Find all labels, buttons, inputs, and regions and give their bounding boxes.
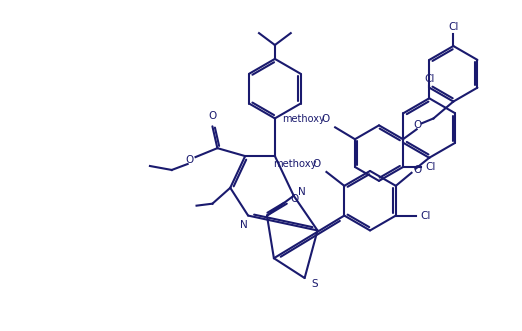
Text: O: O	[312, 159, 321, 169]
Text: O: O	[413, 120, 422, 130]
Text: S: S	[311, 279, 318, 289]
Text: Cl: Cl	[425, 162, 436, 172]
Text: O: O	[291, 194, 299, 204]
Text: N: N	[298, 187, 305, 197]
Text: Cl: Cl	[448, 22, 458, 32]
Text: Cl: Cl	[424, 74, 434, 84]
Text: O: O	[321, 115, 329, 124]
Text: methoxy: methoxy	[282, 115, 325, 124]
Text: O: O	[208, 112, 217, 121]
Text: Cl: Cl	[420, 211, 431, 220]
Text: O: O	[185, 155, 194, 165]
Text: N: N	[240, 220, 248, 230]
Text: O: O	[413, 165, 422, 175]
Text: methoxy: methoxy	[273, 159, 316, 169]
